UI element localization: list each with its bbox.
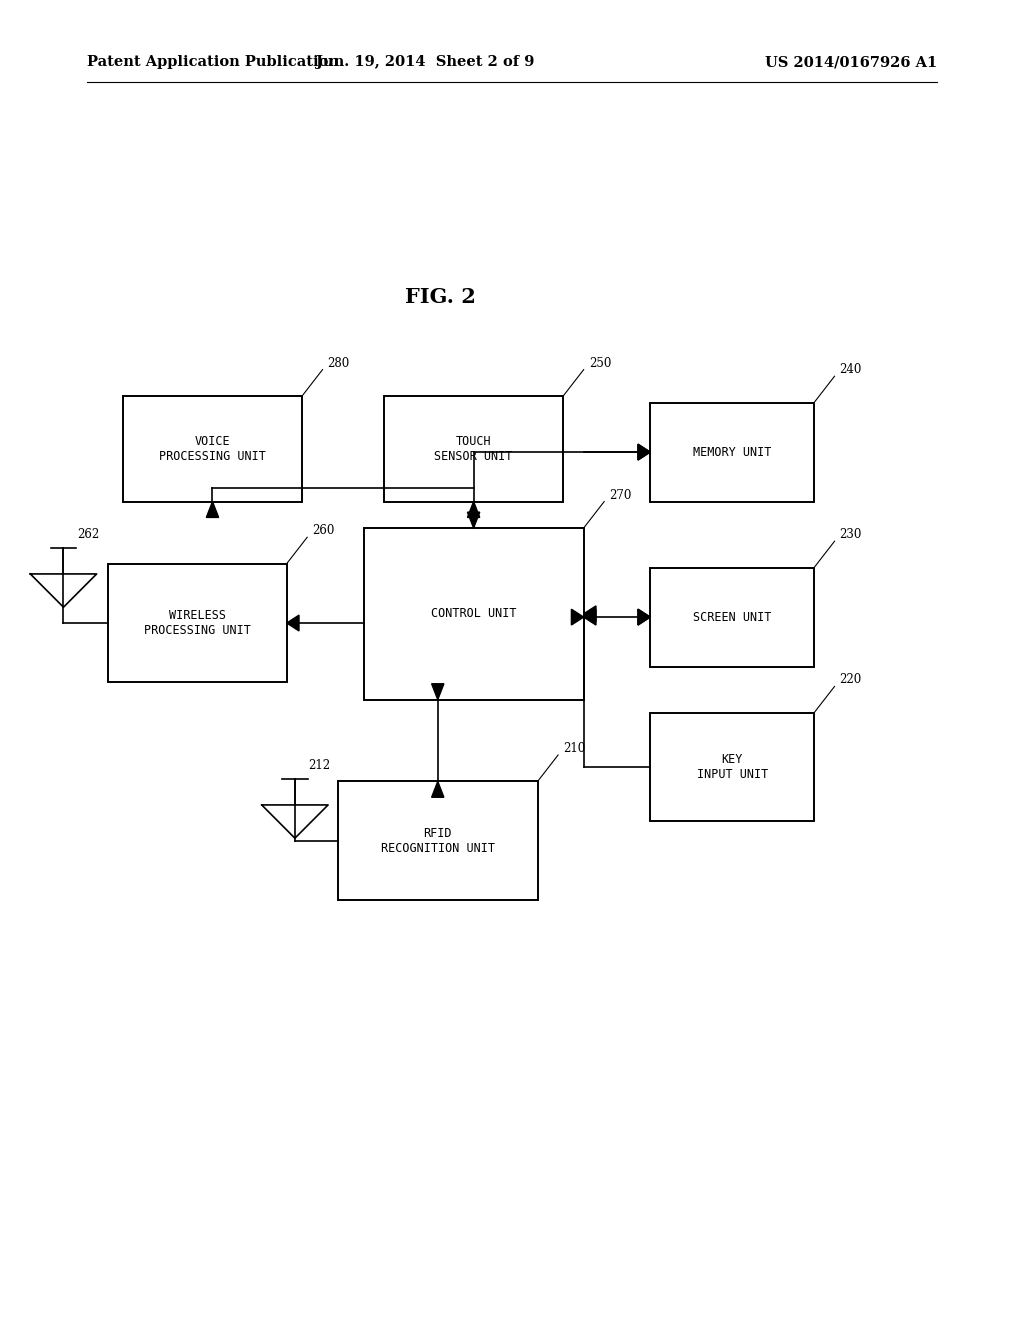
Text: US 2014/0167926 A1: US 2014/0167926 A1: [765, 55, 937, 69]
Polygon shape: [432, 781, 444, 797]
Text: 260: 260: [312, 524, 335, 537]
Polygon shape: [584, 610, 596, 626]
Text: KEY
INPUT UNIT: KEY INPUT UNIT: [696, 752, 768, 781]
Bar: [384, 396, 563, 502]
Polygon shape: [638, 610, 650, 626]
Polygon shape: [432, 684, 444, 700]
Text: TOUCH
SENSOR UNIT: TOUCH SENSOR UNIT: [434, 434, 513, 463]
Polygon shape: [287, 615, 299, 631]
Bar: [650, 713, 814, 821]
Polygon shape: [638, 444, 650, 461]
Bar: [123, 396, 302, 502]
Bar: [338, 781, 538, 900]
Text: 220: 220: [840, 673, 862, 686]
Text: CONTROL UNIT: CONTROL UNIT: [431, 607, 516, 620]
Polygon shape: [571, 610, 584, 626]
Polygon shape: [467, 512, 479, 528]
Text: FIG. 2: FIG. 2: [404, 286, 476, 308]
Polygon shape: [206, 502, 219, 517]
Text: 250: 250: [589, 356, 611, 370]
Bar: [650, 403, 814, 502]
Text: SCREEN UNIT: SCREEN UNIT: [693, 611, 771, 623]
Bar: [364, 528, 584, 700]
Text: 270: 270: [609, 488, 632, 502]
Text: RFID
RECOGNITION UNIT: RFID RECOGNITION UNIT: [381, 826, 495, 855]
Bar: [108, 564, 287, 682]
Text: MEMORY UNIT: MEMORY UNIT: [693, 446, 771, 458]
Polygon shape: [467, 502, 479, 517]
Bar: [650, 568, 814, 667]
Text: WIRELESS
PROCESSING UNIT: WIRELESS PROCESSING UNIT: [143, 609, 251, 638]
Polygon shape: [638, 610, 650, 626]
Text: VOICE
PROCESSING UNIT: VOICE PROCESSING UNIT: [159, 434, 266, 463]
Text: 240: 240: [840, 363, 862, 376]
Polygon shape: [638, 444, 650, 461]
Text: Patent Application Publication: Patent Application Publication: [87, 55, 339, 69]
Text: 280: 280: [328, 356, 350, 370]
Text: 210: 210: [563, 742, 586, 755]
Text: 212: 212: [308, 759, 331, 772]
Text: 230: 230: [840, 528, 862, 541]
Polygon shape: [584, 606, 596, 622]
Text: 262: 262: [77, 528, 99, 541]
Text: Jun. 19, 2014  Sheet 2 of 9: Jun. 19, 2014 Sheet 2 of 9: [315, 55, 535, 69]
